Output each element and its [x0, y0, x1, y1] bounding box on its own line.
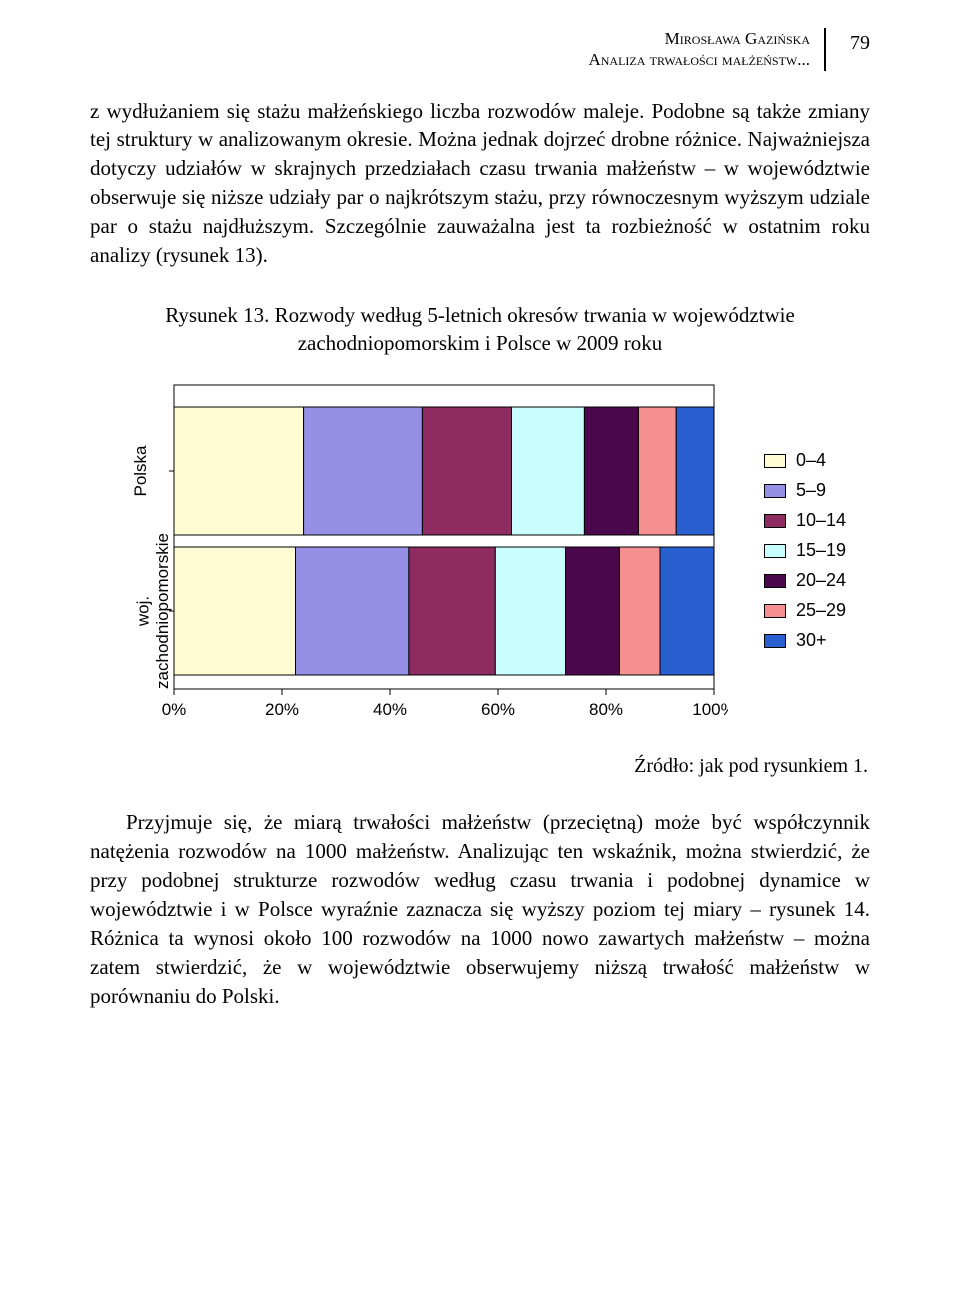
legend-swatch — [764, 604, 786, 618]
legend-swatch — [764, 514, 786, 528]
legend-item: 5–9 — [764, 480, 846, 501]
legend-label: 0–4 — [796, 450, 826, 471]
bar-segment — [660, 547, 714, 675]
header-running-title: Analiza trwałości małżeństw... — [90, 49, 810, 70]
y-axis-label: Polska — [131, 445, 150, 497]
legend-item: 15–19 — [764, 540, 846, 561]
bar-segment — [584, 407, 638, 535]
bar-segment — [304, 407, 423, 535]
paragraph-top: z wydłużaniem się stażu małżeńskiego lic… — [90, 97, 870, 271]
bar-segment — [565, 547, 619, 675]
svg-text:60%: 60% — [481, 700, 515, 719]
svg-text:80%: 80% — [589, 700, 623, 719]
svg-text:0%: 0% — [162, 700, 187, 719]
legend-item: 30+ — [764, 630, 846, 651]
stacked-bar-chart: 0% 20% 40% 60% 80% 100% Polska woj.zachodniopom… — [114, 369, 728, 733]
svg-text:40%: 40% — [373, 700, 407, 719]
legend-swatch — [764, 574, 786, 588]
legend-swatch — [764, 484, 786, 498]
bar-segment — [676, 407, 714, 535]
figure-source: Źródło: jak pod rysunkiem 1. — [90, 755, 868, 778]
svg-text:100%: 100% — [692, 700, 728, 719]
legend-swatch — [764, 634, 786, 648]
bar-segment — [638, 407, 676, 535]
legend-label: 20–24 — [796, 570, 846, 591]
legend-swatch — [764, 544, 786, 558]
running-header: Mirosława Gazińska Analiza trwałości mał… — [90, 28, 870, 71]
y-axis-label: woj.zachodniopomorskie — [134, 533, 173, 689]
paragraph-bottom: Przyjmuje się, że miarą trwałości małżeń… — [90, 808, 870, 1011]
header-author: Mirosława Gazińska — [90, 28, 810, 49]
legend-item: 25–29 — [764, 600, 846, 621]
legend-swatch — [764, 454, 786, 468]
legend-item: 20–24 — [764, 570, 846, 591]
bar-segment — [409, 547, 495, 675]
bar-segment — [174, 407, 304, 535]
bar-segment — [422, 407, 511, 535]
bar-segment — [619, 547, 660, 675]
bar-segment — [174, 547, 296, 675]
bar-segment — [495, 547, 565, 675]
legend-label: 5–9 — [796, 480, 826, 501]
legend-label: 15–19 — [796, 540, 846, 561]
chart-legend: 0–4 5–9 10–14 15–19 20–24 25–29 30+ — [764, 441, 846, 660]
figure-13: 0% 20% 40% 60% 80% 100% Polska woj.zachodniopom… — [90, 369, 870, 733]
bar-segment — [511, 407, 584, 535]
legend-item: 0–4 — [764, 450, 846, 471]
legend-label: 30+ — [796, 630, 827, 651]
page: Mirosława Gazińska Analiza trwałości mał… — [0, 0, 960, 1293]
legend-label: 10–14 — [796, 510, 846, 531]
legend-label: 25–29 — [796, 600, 846, 621]
bar-segment — [295, 547, 408, 675]
figure-caption: Rysunek 13. Rozwody według 5-letnich okr… — [150, 302, 810, 357]
legend-item: 10–14 — [764, 510, 846, 531]
page-number: 79 — [850, 32, 870, 55]
svg-text:20%: 20% — [265, 700, 299, 719]
